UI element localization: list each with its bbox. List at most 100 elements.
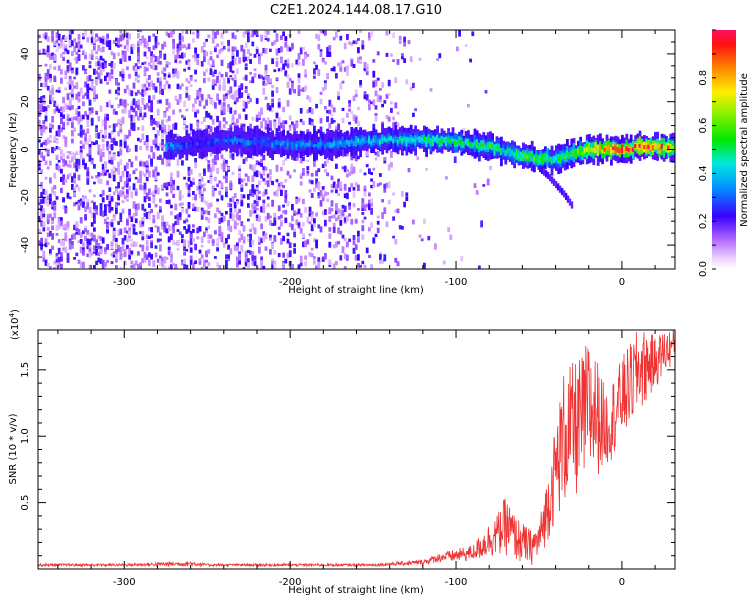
heatmap-noise-cell xyxy=(82,242,85,247)
heatmap-noise-cell xyxy=(40,151,43,159)
heatmap-noise-cell xyxy=(196,227,200,234)
heatmap-noise-cell xyxy=(357,121,360,127)
heatmap-noise-cell xyxy=(79,146,83,149)
heatmap-noise-cell xyxy=(315,239,318,246)
heatmap-noise-cell xyxy=(277,125,281,131)
heatmap-noise-cell xyxy=(196,109,200,114)
heatmap-noise-cell xyxy=(178,60,182,64)
heatmap-noise-cell xyxy=(203,187,206,192)
heatmap-noise-cell xyxy=(229,86,233,94)
heatmap-noise-cell xyxy=(214,48,217,53)
heatmap-noise-cell xyxy=(280,35,283,40)
colorbar-tick-label: 0.0 xyxy=(698,261,709,277)
heatmap-noise-cell xyxy=(148,196,151,202)
heatmap-noise-cell xyxy=(247,56,250,61)
heatmap-noise-cell xyxy=(75,164,79,172)
heatmap-noise-cell xyxy=(242,178,246,182)
heatmap-noise-cell xyxy=(458,30,461,37)
heatmap-noise-cell xyxy=(121,33,125,41)
heatmap-noise-cell xyxy=(88,107,92,111)
heatmap-noise-cell xyxy=(176,229,180,232)
heatmap-noise-cell xyxy=(99,209,103,216)
heatmap-noise-cell xyxy=(130,46,134,51)
heatmap-signal-cell xyxy=(456,141,459,146)
heatmap-noise-cell xyxy=(93,219,96,224)
heatmap-branch-cell xyxy=(566,195,570,203)
heatmap-noise-cell xyxy=(295,198,299,205)
heatmap-signal-cell xyxy=(209,140,213,147)
heatmap-noise-cell xyxy=(165,132,169,136)
heatmap-signal-cell xyxy=(643,145,646,150)
heatmap-noise-cell xyxy=(42,48,46,55)
heatmap-noise-cell xyxy=(93,68,96,75)
heatmap-noise-cell xyxy=(68,151,72,155)
heatmap-noise-cell xyxy=(38,34,41,39)
heatmap-noise-cell xyxy=(66,155,70,159)
heatmap-noise-cell xyxy=(97,58,101,63)
heatmap-noise-cell xyxy=(264,126,268,130)
heatmap-noise-cell xyxy=(324,209,327,215)
heatmap-signal-cell xyxy=(304,143,307,148)
heatmap-noise-cell xyxy=(86,230,90,235)
heatmap-noise-cell xyxy=(209,56,213,61)
heatmap-noise-cell xyxy=(332,226,336,233)
heatmap-noise-cell xyxy=(163,143,167,148)
heatmap-noise-cell xyxy=(385,114,389,120)
heatmap-noise-cell xyxy=(141,244,145,252)
heatmap-signal-cell xyxy=(330,143,334,148)
heatmap-noise-cell xyxy=(266,180,270,186)
heatmap-noise-cell xyxy=(359,59,362,63)
heatmap-noise-cell xyxy=(46,218,50,225)
heatmap-noise-cell xyxy=(106,195,109,200)
heatmap-noise-cell xyxy=(262,178,266,182)
heatmap-noise-cell xyxy=(49,193,52,198)
heatmap-branch-cell xyxy=(541,166,544,174)
heatmap-noise-cell xyxy=(174,68,178,74)
heatmap-signal-cell xyxy=(434,137,437,142)
heatmap-noise-cell xyxy=(49,73,52,81)
heatmap-noise-cell xyxy=(244,173,248,177)
heatmap-noise-cell xyxy=(236,68,239,74)
heatmap-signal-cell xyxy=(357,138,360,143)
heatmap-noise-cell xyxy=(392,122,395,129)
heatmap-signal-cell xyxy=(530,154,534,158)
heatmap-noise-cell xyxy=(233,46,237,52)
heatmap-noise-cell xyxy=(66,65,70,72)
heatmap-signal-cell xyxy=(218,139,222,145)
heatmap-noise-cell xyxy=(368,254,371,258)
heatmap-noise-cell xyxy=(464,44,468,47)
heatmap-noise-cell xyxy=(156,258,160,263)
heatmap-signal-cell xyxy=(654,144,657,148)
heatmap-noise-cell xyxy=(339,216,343,219)
heatmap-noise-cell xyxy=(75,184,79,188)
heatmap-noise-cell xyxy=(277,182,281,189)
heatmap-noise-cell xyxy=(165,64,169,68)
heatmap-noise-cell xyxy=(95,79,98,86)
heatmap-noise-cell xyxy=(77,97,81,103)
heatmap-noise-cell xyxy=(55,253,59,257)
heatmap-noise-cell xyxy=(137,116,140,121)
heatmap-noise-cell xyxy=(189,247,193,253)
heatmap-noise-cell xyxy=(262,80,266,86)
heatmap-noise-cell xyxy=(394,209,398,213)
heatmap-noise-cell xyxy=(38,103,41,110)
heatmap-noise-cell xyxy=(117,91,120,96)
heatmap-noise-cell xyxy=(348,100,351,105)
heatmap-noise-cell xyxy=(161,221,164,227)
heatmap-noise-cell xyxy=(66,163,70,168)
heatmap-noise-cell xyxy=(145,56,149,60)
heatmap-noise-cell xyxy=(321,194,325,197)
heatmap-noise-cell xyxy=(286,252,290,259)
heatmap-noise-cell xyxy=(308,212,312,217)
heatmap-noise-cell xyxy=(159,258,162,266)
heatmap-noise-cell xyxy=(299,181,303,186)
heatmap-noise-cell xyxy=(352,63,356,68)
heatmap-noise-cell xyxy=(192,103,195,107)
heatmap-noise-cell xyxy=(251,251,255,258)
heatmap-noise-cell xyxy=(134,208,138,212)
heatmap-noise-cell xyxy=(97,172,101,178)
heatmap-noise-cell xyxy=(49,249,52,254)
heatmap-noise-cell xyxy=(387,116,391,122)
heatmap-noise-cell xyxy=(343,253,347,260)
heatmap-signal-cell xyxy=(178,145,182,150)
